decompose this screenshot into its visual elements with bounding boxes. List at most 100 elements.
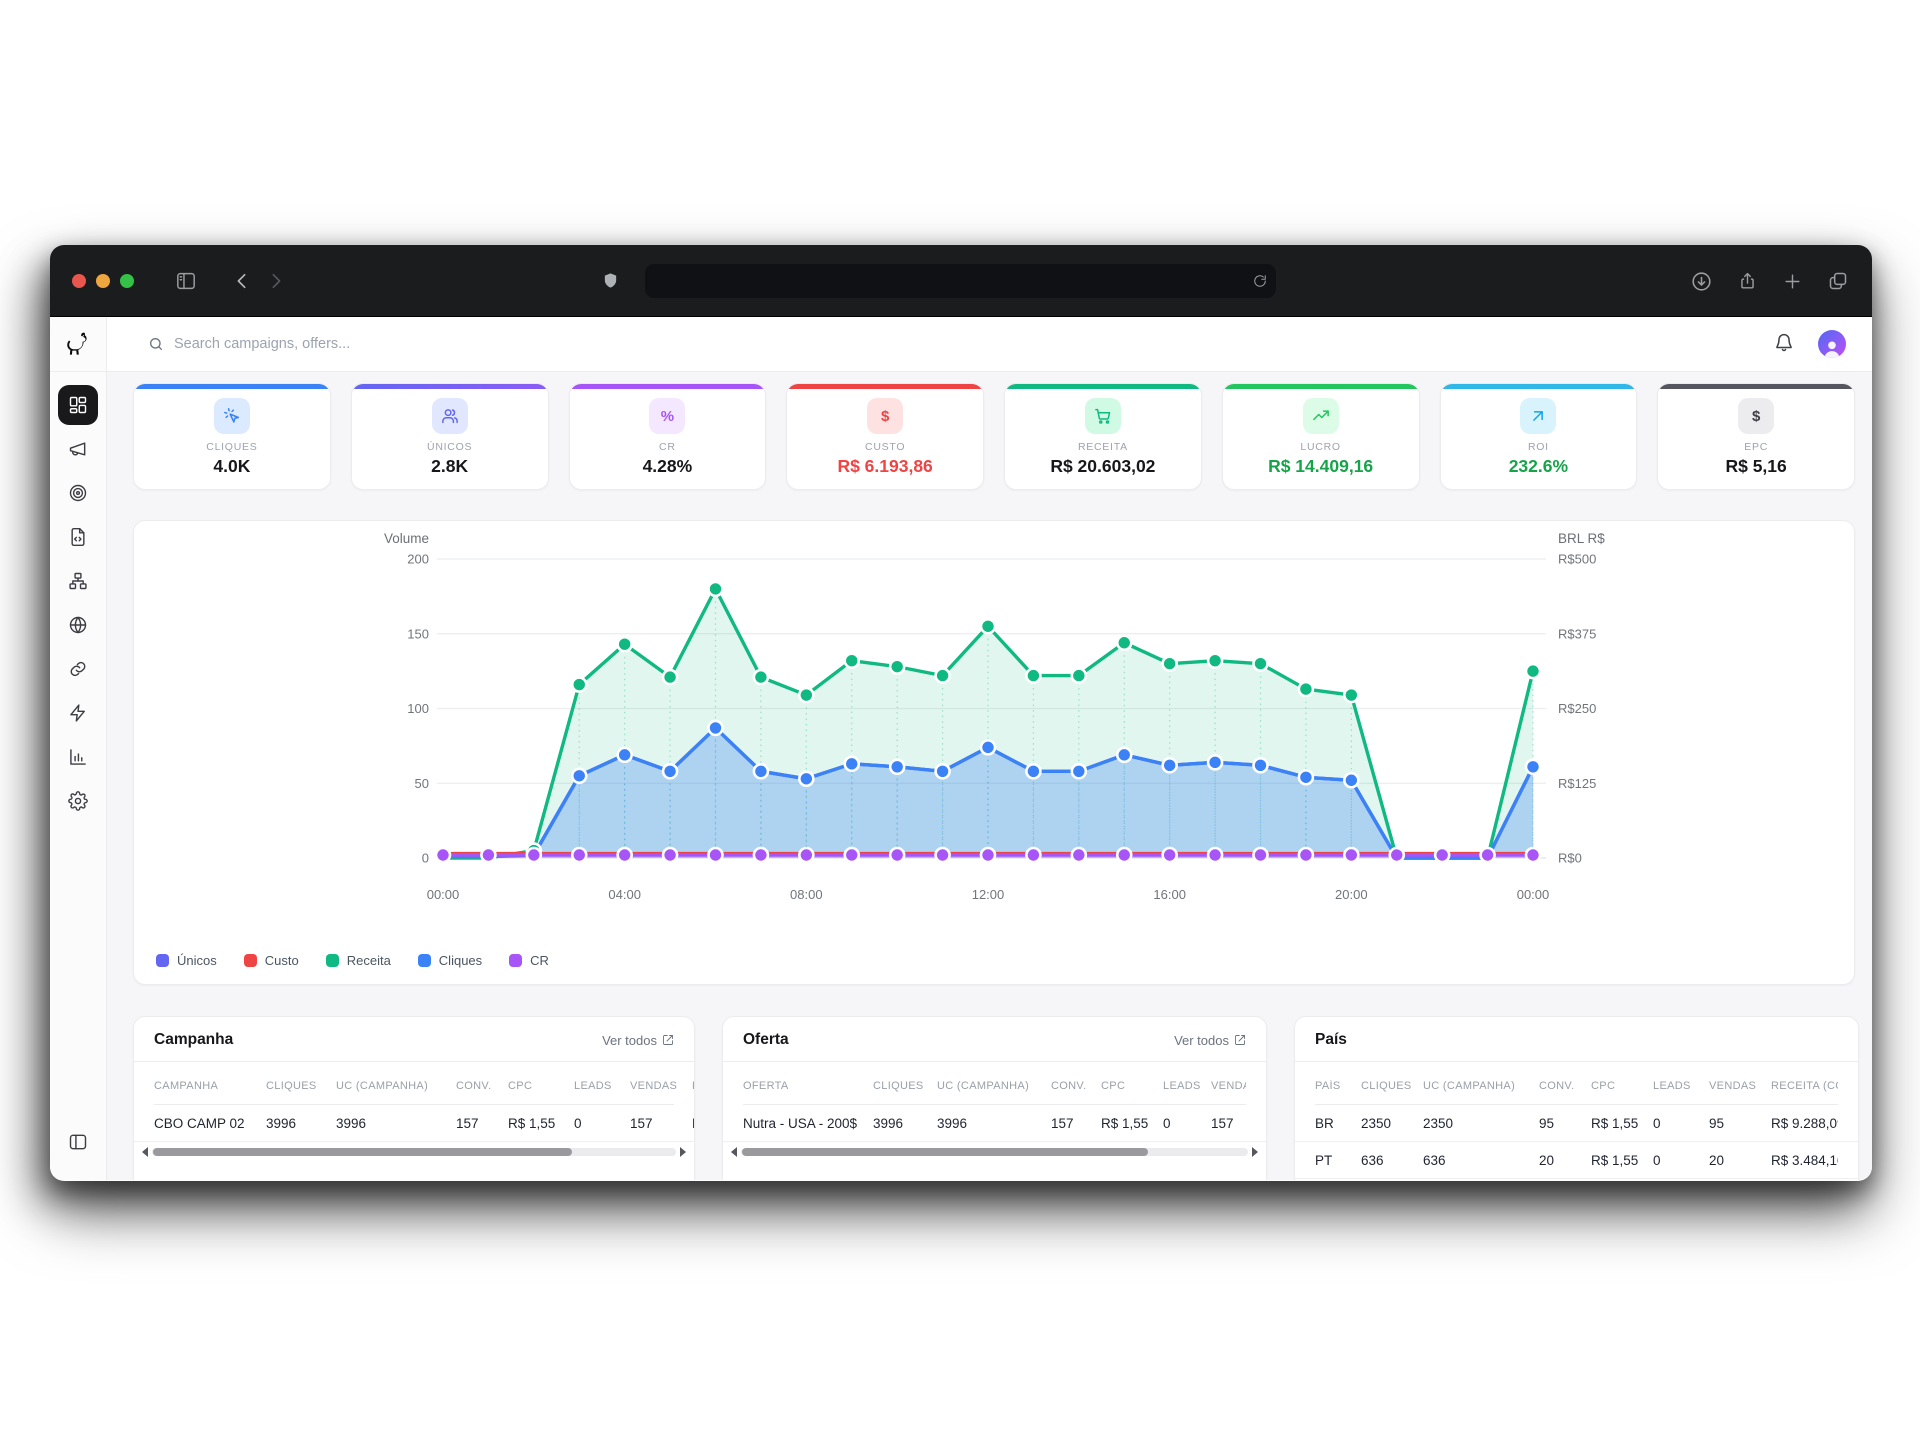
kpi-card[interactable]: ROI 232.6% [1439, 383, 1638, 490]
kpi-card[interactable]: CLIQUES 4.0K [133, 383, 331, 490]
sidebar-item-target-icon[interactable] [58, 473, 98, 513]
browser-titlebar [50, 245, 1872, 317]
sidebar-item-file-code-icon[interactable] [58, 517, 98, 557]
ver-todos-link[interactable]: Ver todos [602, 1033, 674, 1048]
cart-icon [1095, 408, 1111, 424]
table-card: Campanha Ver todos CAMPANHA CLIQUES UC (CA… [133, 1016, 695, 1180]
tab-overview-icon[interactable] [1828, 271, 1848, 291]
sidebar-item-bar-chart-icon[interactable] [58, 737, 98, 777]
kpi-label: CLIQUES [206, 441, 258, 453]
notifications-bell-icon[interactable] [1774, 332, 1794, 356]
legend-item[interactable]: Únicos [156, 953, 217, 968]
svg-text:08:00: 08:00 [790, 887, 823, 902]
svg-text:Volume: Volume [384, 531, 429, 546]
horizontal-scrollbar[interactable] [723, 1142, 1266, 1157]
kpi-card[interactable]: $ EPC R$ 5,16 [1657, 383, 1855, 490]
kpi-card[interactable]: $ CUSTO R$ 6.193,86 [786, 383, 984, 490]
kpi-card[interactable]: LUCRO R$ 14.409,16 [1221, 383, 1420, 490]
kpi-label: LUCRO [1300, 441, 1341, 453]
zoom-window-button[interactable] [120, 273, 134, 288]
sidebar-item-megaphone-icon[interactable] [58, 429, 98, 469]
chart-legend: Únicos Custo Receita Cliques CR [156, 953, 549, 968]
back-icon[interactable] [234, 272, 250, 290]
app-logo[interactable] [50, 317, 106, 372]
downloads-icon[interactable] [1691, 271, 1712, 292]
legend-swatch [156, 954, 169, 967]
legend-item[interactable]: CR [509, 953, 549, 968]
svg-text:R$375: R$375 [1558, 626, 1596, 641]
minimize-window-button[interactable] [96, 273, 110, 288]
sidebar-item-globe-icon[interactable] [58, 605, 98, 645]
share-icon[interactable] [1738, 271, 1757, 292]
legend-item[interactable]: Custo [243, 953, 299, 968]
sidebar-item-bolt-icon[interactable] [58, 693, 98, 733]
legend-item[interactable]: Cliques [417, 953, 482, 968]
search-input[interactable] [174, 336, 594, 352]
ver-todos-link[interactable]: Ver todos [1174, 1033, 1246, 1048]
top-header [107, 317, 1872, 372]
kpi-label: EPC [1744, 441, 1769, 453]
svg-text:R$125: R$125 [1558, 776, 1596, 791]
kpi-card[interactable]: ÚNICOS 2.8K [350, 383, 549, 490]
sidebar-item-link-icon[interactable] [58, 649, 98, 689]
legend-swatch [325, 954, 339, 967]
dollar-icon: $ [880, 407, 890, 425]
svg-text:20:00: 20:00 [1335, 887, 1368, 902]
table-card: País PAÍS CLIQUES UC (CAMPANHA) CONV. CPC LEA… [1294, 1016, 1859, 1180]
table-row[interactable]: Nutra - USA - 200$ 3996 3996 157 R$ 1,55 0 157 [723, 1105, 1266, 1142]
new-tab-icon[interactable] [1783, 272, 1802, 291]
svg-text:16:00: 16:00 [1153, 887, 1186, 902]
address-bar[interactable] [645, 264, 1276, 298]
external-link-icon [1235, 1035, 1245, 1045]
svg-text:150: 150 [407, 626, 429, 641]
cursor-click-icon [223, 408, 239, 423]
kpi-accent-bar [1440, 384, 1637, 389]
kpi-value: 232.6% [1508, 456, 1569, 476]
time-series-chart[interactable]: 0 R$0 50 R$125 100 R$250 150 R$375 200 R$500 Volum… [134, 521, 1854, 984]
address-input[interactable] [645, 273, 1253, 289]
megaphone-icon [69, 442, 86, 456]
table-header-row: CAMPANHA CLIQUES UC (CAMPANHA) CONV. CPC LEAD… [154, 1080, 694, 1092]
close-window-button[interactable] [72, 273, 86, 288]
table-header-row: OFERTA CLIQUES UC (CAMPANHA) CONV. CPC LEADS V… [743, 1080, 1246, 1092]
kpi-card[interactable]: % CR 4.28% [568, 383, 767, 490]
arrow-up-right-icon [1533, 411, 1544, 421]
scrollbar-thumb[interactable] [742, 1148, 1148, 1156]
user-avatar[interactable] [1818, 330, 1846, 358]
legend-item[interactable]: Receita [325, 953, 391, 968]
browser-sidebar-toggle-icon[interactable] [176, 272, 196, 290]
scroll-left-icon[interactable] [142, 1147, 148, 1157]
panel-toggle-icon[interactable] [58, 1122, 98, 1162]
legend-swatch [417, 954, 431, 967]
kpi-value: R$ 20.603,02 [1050, 456, 1156, 476]
kpi-accent-bar [134, 384, 330, 389]
scroll-right-icon[interactable] [1252, 1147, 1258, 1157]
table-row[interactable]: PT 636 636 20 R$ 1,55 0 20 R$ 3.484,10 [1295, 1142, 1858, 1179]
kpi-accent-bar [787, 384, 983, 389]
sidebar-item-sitemap-icon[interactable] [58, 561, 98, 601]
globe-icon [69, 616, 87, 634]
kpi-card[interactable]: RECEITA R$ 20.603,02 [1004, 383, 1202, 490]
forward-icon[interactable] [268, 272, 284, 290]
scroll-left-icon[interactable] [731, 1147, 737, 1157]
table-row[interactable]: BR 2350 2350 95 R$ 1,55 0 95 R$ 9.288,09 [1295, 1105, 1858, 1142]
kpi-accent-bar [569, 384, 766, 389]
scrollbar-thumb[interactable] [153, 1148, 573, 1156]
sidebar-nav [50, 372, 106, 1122]
horizontal-scrollbar[interactable] [134, 1142, 694, 1157]
kpi-label: CUSTO [865, 441, 906, 453]
kpi-accent-bar [1222, 384, 1419, 389]
kpi-accent-bar [1658, 384, 1854, 389]
sidebar-item-dashboard-icon[interactable] [58, 385, 98, 425]
dog-logo-icon [66, 332, 87, 355]
sidebar-item-gear-icon[interactable] [58, 781, 98, 821]
svg-text:0: 0 [422, 851, 429, 866]
svg-text:12:00: 12:00 [972, 887, 1005, 902]
reload-icon[interactable] [1253, 274, 1267, 288]
svg-text:00:00: 00:00 [427, 887, 460, 902]
scroll-right-icon[interactable] [680, 1147, 686, 1157]
kpi-value: 2.8K [431, 456, 469, 476]
kpi-label: ÚNICOS [427, 441, 473, 453]
kpi-row: CLIQUES 4.0K ÚNICOS 2.8K % CR 4.28% $ CU… [133, 383, 1855, 490]
